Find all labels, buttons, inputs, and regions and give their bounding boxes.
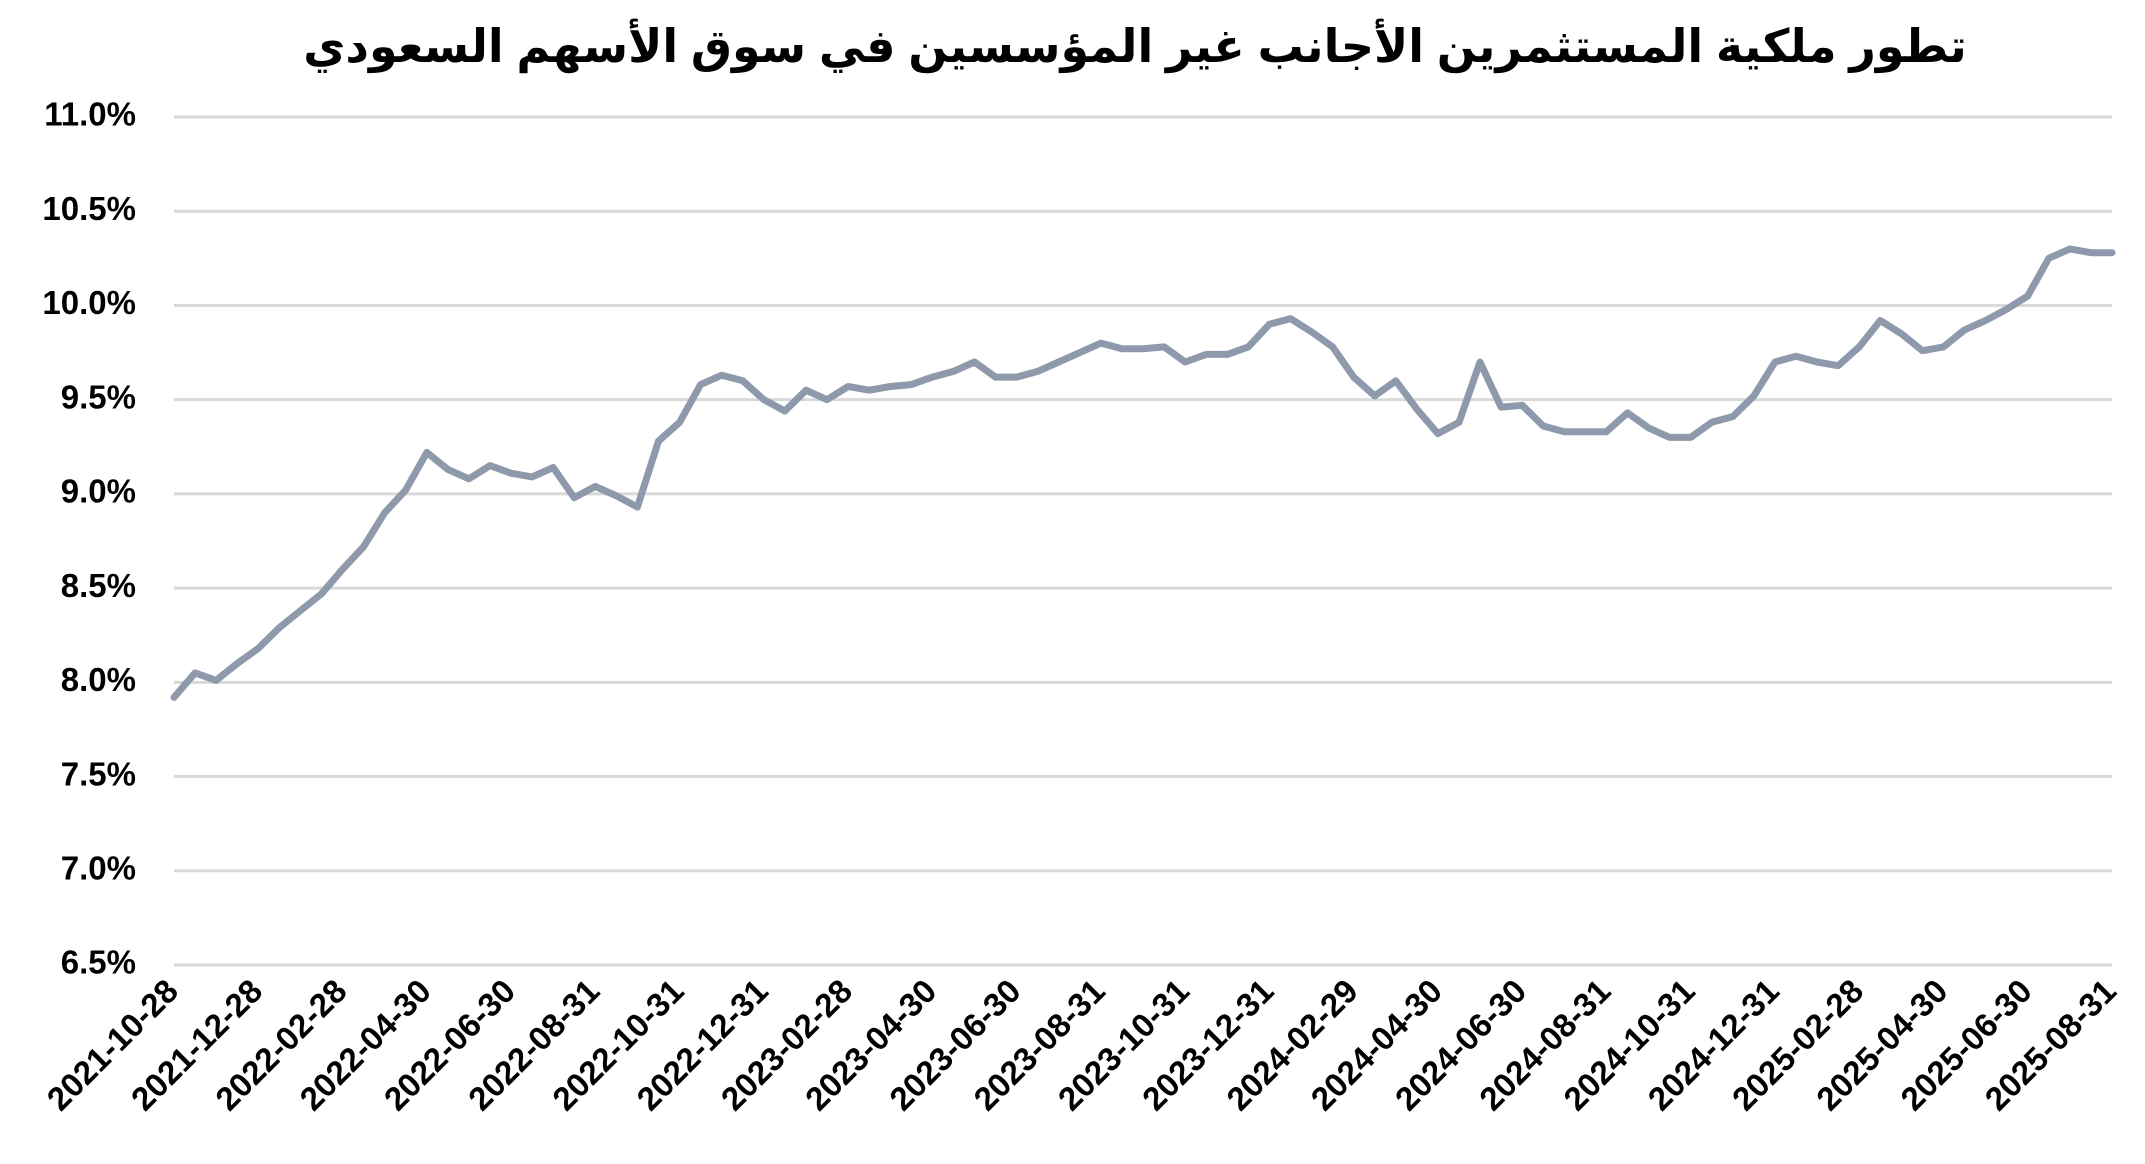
y-tick-label: 7.5%	[61, 755, 136, 792]
data-line	[170, 245, 2116, 701]
y-tick-label: 6.5%	[61, 944, 136, 981]
y-tick-label: 9.5%	[61, 378, 136, 415]
y-tick-label: 10.0%	[42, 284, 136, 321]
y-tick-label: 10.5%	[42, 190, 136, 227]
y-tick-label: 8.0%	[61, 661, 136, 698]
y-tick-label: 8.5%	[61, 567, 136, 604]
y-tick-label: 9.0%	[61, 473, 136, 510]
chart-title: تطور ملكية المستثمرين الأجانب غير المؤسس…	[303, 18, 1967, 73]
y-tick-label: 7.0%	[61, 849, 136, 886]
y-tick-label: 11.0%	[44, 96, 136, 133]
